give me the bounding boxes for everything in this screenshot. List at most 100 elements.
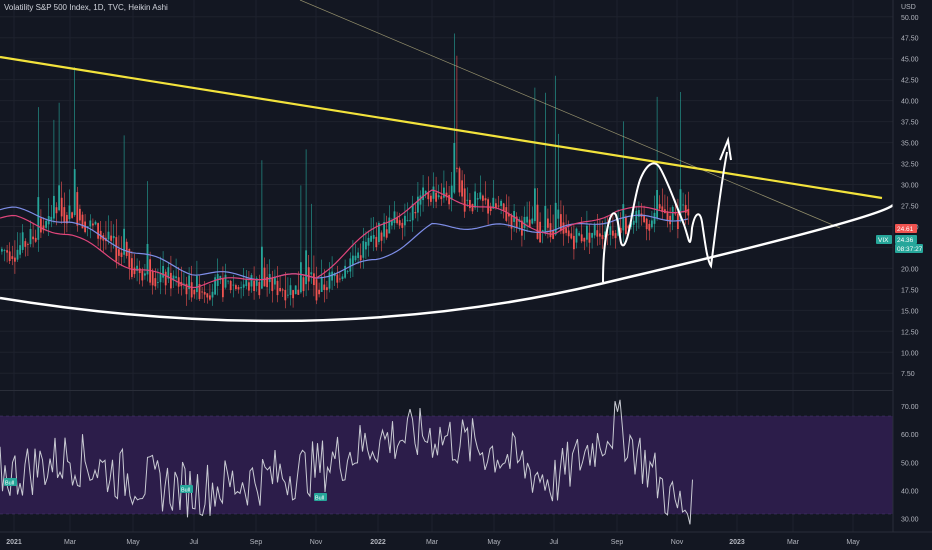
candle-body (362, 241, 365, 258)
candle-body (489, 206, 492, 212)
candle-body (385, 229, 388, 238)
candle-body (3, 250, 6, 251)
candle-body (625, 217, 627, 234)
candle-body (401, 222, 404, 228)
candle-body (240, 287, 242, 289)
candle-body (591, 233, 593, 238)
candle-body (8, 251, 11, 262)
candle-body (206, 293, 209, 298)
candle-body (609, 226, 612, 235)
rsi-line (0, 399, 693, 525)
candle-body (411, 203, 414, 221)
candle-body (380, 232, 383, 241)
price-badge-label: 08:37:27 (897, 246, 923, 253)
candle-body (183, 283, 185, 285)
candle-body (115, 237, 118, 262)
candle-body (136, 265, 138, 271)
candle-body (211, 291, 214, 298)
price-badge-label: VIX (878, 237, 889, 244)
candle-body (586, 225, 588, 240)
candle-body (201, 291, 203, 293)
candle-body (534, 188, 536, 222)
price-tick-label: 7.50 (901, 371, 915, 378)
candle-body (92, 223, 94, 226)
candle-body (302, 277, 305, 292)
candle-body (456, 167, 458, 169)
candle-body (578, 233, 580, 236)
price-badge-label: 24.36 (897, 237, 914, 244)
candle-body (76, 192, 79, 226)
candle-body (505, 207, 508, 221)
candle-body (367, 237, 370, 246)
candle-body (424, 190, 427, 194)
candle-body (606, 234, 609, 236)
candle-body (635, 210, 638, 223)
candle-body (50, 216, 53, 221)
candle-body (643, 215, 645, 223)
candle-body (235, 285, 237, 290)
price-badge (895, 224, 917, 233)
candle-body (393, 211, 396, 223)
price-tick-label: 40.00 (901, 99, 919, 106)
candle-body (141, 270, 144, 281)
candle-body (596, 230, 599, 237)
candle-body (79, 208, 81, 221)
price-tick-label: 42.50 (901, 78, 919, 85)
candle-body (661, 206, 664, 213)
candle-body (469, 199, 471, 209)
price-candles (1, 33, 690, 309)
bull-signal-label: Bull (5, 481, 14, 487)
candle-body (378, 223, 380, 243)
candle-body (261, 246, 263, 289)
candle-body (666, 211, 669, 221)
candle-body (419, 195, 422, 205)
rsi-axis[interactable]: 70.00 60.00 50.00 40.00 30.00 (901, 404, 919, 524)
candle-body (297, 289, 300, 295)
candle-body (612, 230, 614, 236)
candle-body (123, 228, 125, 255)
candle-body (541, 230, 544, 233)
pane-divider[interactable] (0, 390, 893, 391)
bull-signal-badge (314, 493, 327, 501)
price-tick-label: 27.50 (901, 203, 919, 210)
candle-body (414, 212, 417, 214)
candle-body (1, 248, 3, 252)
yellow-trendline (0, 55, 883, 200)
candle-body (45, 220, 47, 228)
candle-body (471, 203, 474, 212)
candle-body (242, 284, 245, 288)
candle-body (53, 195, 55, 219)
candle-body (66, 214, 68, 224)
candle-body (435, 192, 437, 202)
candle-body (164, 271, 167, 286)
candle-body (118, 249, 120, 256)
rsi-tick-label: 70.00 (901, 404, 919, 411)
candle-body (120, 252, 123, 257)
candle-body (645, 218, 648, 230)
candle-body (196, 275, 198, 293)
candle-body (128, 248, 131, 268)
candle-body (300, 262, 302, 293)
candle-body (357, 252, 359, 258)
time-axis-label: May (487, 539, 501, 546)
bull-signal-badge (4, 478, 17, 486)
candle-body (144, 273, 146, 276)
projection-arrow-head (719, 136, 732, 161)
candle-body (284, 290, 287, 301)
candle-body (575, 228, 578, 243)
candle-body (151, 270, 154, 286)
candle-body (245, 278, 248, 287)
candle-body (63, 207, 66, 223)
candle-body (170, 272, 172, 289)
candle-body (614, 233, 617, 239)
candle-body (601, 235, 604, 240)
candle-body (396, 217, 398, 224)
candle-body (292, 290, 294, 299)
candle-body (138, 268, 141, 274)
candle-body (510, 215, 513, 229)
time-axis[interactable]: 2021 Mar May Jul Sep Nov 2022 Mar May Jul Sep Nov 20… (6, 539, 860, 546)
candle-body (203, 291, 206, 295)
candle-body (159, 273, 162, 283)
time-axis-label: May (126, 539, 140, 546)
